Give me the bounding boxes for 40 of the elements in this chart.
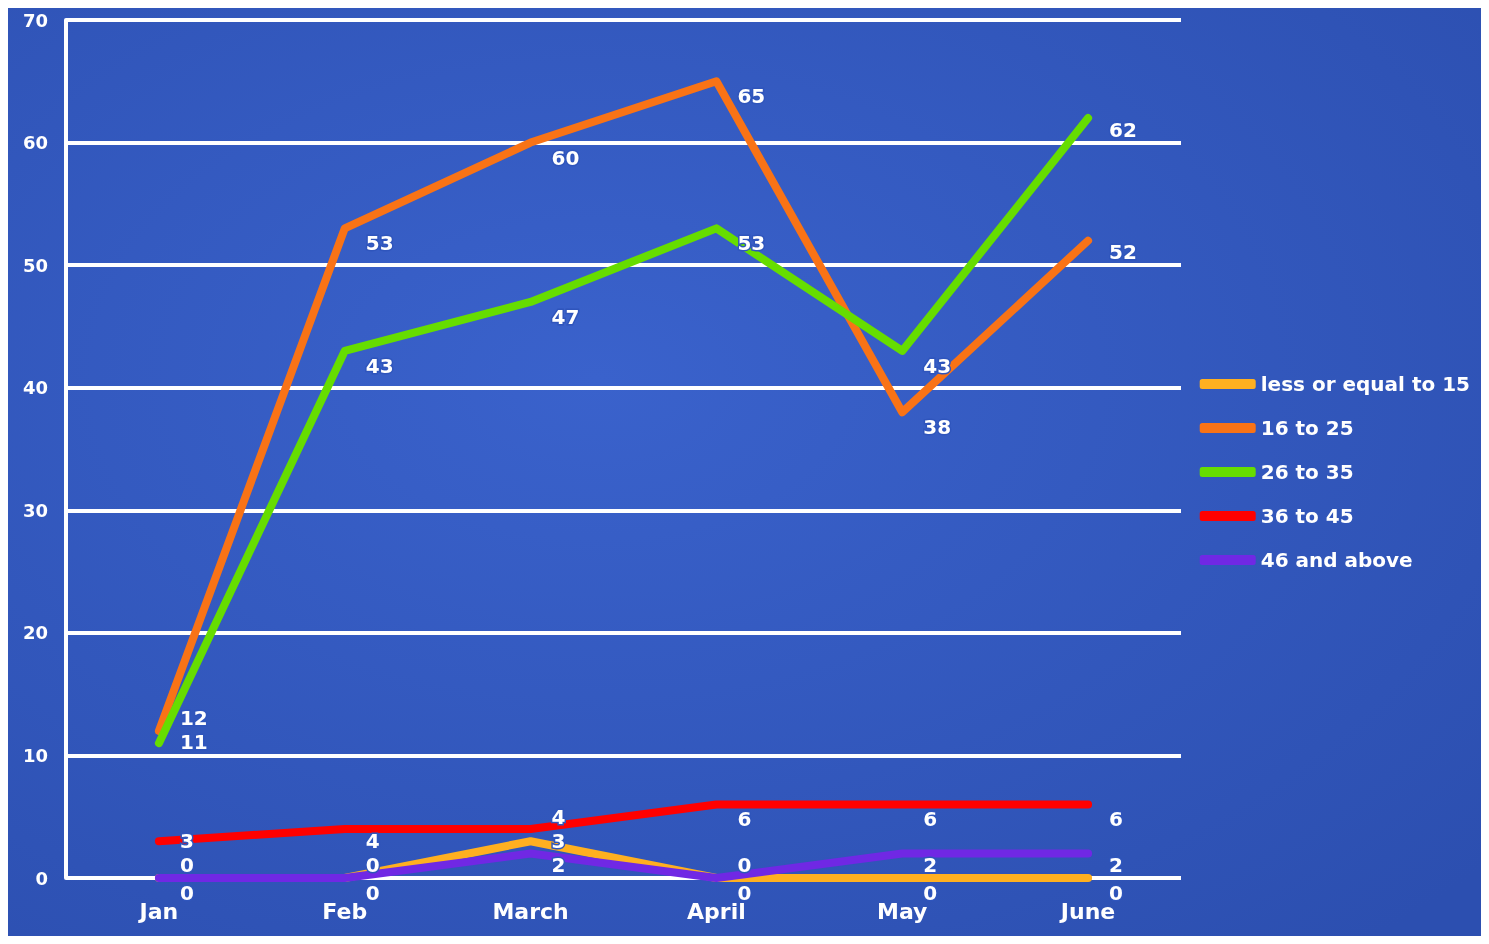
legend-label: 36 to 45 bbox=[1260, 504, 1354, 528]
data-label: 43 bbox=[923, 353, 952, 378]
data-label: 2 bbox=[1109, 853, 1124, 877]
y-tick-label: 0 bbox=[35, 867, 48, 889]
data-label: 53 bbox=[365, 231, 394, 256]
y-tick-label: 40 bbox=[22, 377, 48, 399]
data-label: 47 bbox=[551, 304, 580, 329]
y-tick-label: 30 bbox=[22, 499, 48, 521]
data-label: 62 bbox=[1109, 117, 1137, 142]
data-label: 0 bbox=[1109, 881, 1124, 905]
y-tick-label: 70 bbox=[22, 9, 48, 31]
data-label: 0 bbox=[365, 881, 380, 905]
data-label: 6 bbox=[923, 807, 938, 832]
data-label: 43 bbox=[365, 353, 394, 378]
legend-label: 16 to 25 bbox=[1260, 416, 1354, 440]
y-tick-label: 10 bbox=[22, 744, 48, 766]
data-label: 2 bbox=[551, 853, 566, 877]
x-tick-label: March bbox=[492, 898, 569, 924]
data-label: 6 bbox=[737, 807, 752, 832]
data-label: 52 bbox=[1109, 240, 1137, 265]
data-label: 12 bbox=[179, 706, 208, 731]
legend-label: less or equal to 15 bbox=[1260, 372, 1471, 396]
data-label: 2 bbox=[923, 853, 938, 877]
y-tick-label: 60 bbox=[22, 132, 48, 154]
legend-label: 26 to 35 bbox=[1260, 460, 1354, 484]
data-label: 60 bbox=[551, 145, 580, 170]
data-label: 0 bbox=[179, 881, 194, 905]
data-label: 65 bbox=[737, 84, 766, 109]
data-label: 0 bbox=[737, 853, 752, 877]
y-tick-label: 50 bbox=[22, 254, 48, 276]
x-tick-label: Jan bbox=[137, 898, 179, 924]
data-label: 6 bbox=[1109, 807, 1124, 832]
y-tick-label: 20 bbox=[22, 622, 48, 644]
x-tick-label: Feb bbox=[322, 898, 368, 924]
data-label: 4 bbox=[365, 829, 380, 853]
data-label: 0 bbox=[179, 853, 194, 877]
data-label: 0 bbox=[923, 881, 938, 905]
data-label: 38 bbox=[923, 415, 952, 440]
legend-label: 46 and above bbox=[1260, 548, 1413, 572]
data-label: 11 bbox=[179, 730, 208, 755]
